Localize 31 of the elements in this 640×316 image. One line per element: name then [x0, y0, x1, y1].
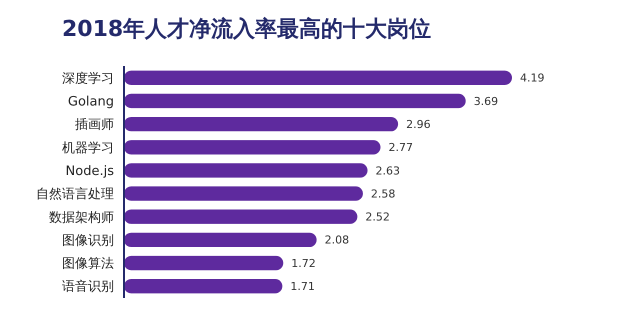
y-tick-label: 图像算法	[62, 256, 114, 272]
bar	[124, 94, 466, 108]
bar	[124, 140, 381, 154]
chart-title: 2018年人才净流入率最高的十大岗位	[62, 16, 432, 42]
data-label: 2.58	[370, 187, 396, 200]
data-label: 2.63	[376, 164, 400, 178]
bar	[124, 279, 282, 294]
data-label: 1.72	[291, 256, 316, 270]
bar	[124, 256, 284, 270]
bar	[124, 116, 398, 132]
y-tick-label: Node.js	[66, 164, 114, 179]
bar	[124, 186, 363, 201]
data-label: 3.69	[474, 94, 498, 108]
y-tick-label: 数据架构师	[49, 210, 114, 226]
y-tick-label: 语音识别	[62, 280, 114, 295]
bar	[124, 210, 358, 224]
y-tick-label: Golang	[68, 94, 114, 110]
data-label: 2.96	[406, 118, 431, 131]
data-label: 2.08	[324, 234, 350, 247]
bar	[124, 163, 368, 178]
y-tick-label: 深度学习	[62, 70, 114, 86]
y-tick-label: 机器学习	[62, 140, 114, 156]
y-tick-label: 图像识别	[62, 233, 114, 248]
data-label: 1.71	[290, 280, 315, 294]
data-label: 4.19	[520, 72, 544, 85]
bar	[124, 232, 317, 248]
data-label: 2.52	[365, 210, 390, 224]
y-tick-label: 自然语言处理	[36, 186, 114, 202]
bar	[124, 70, 512, 85]
y-tick-label: 插画师	[75, 118, 114, 133]
data-label: 2.77	[388, 141, 414, 154]
